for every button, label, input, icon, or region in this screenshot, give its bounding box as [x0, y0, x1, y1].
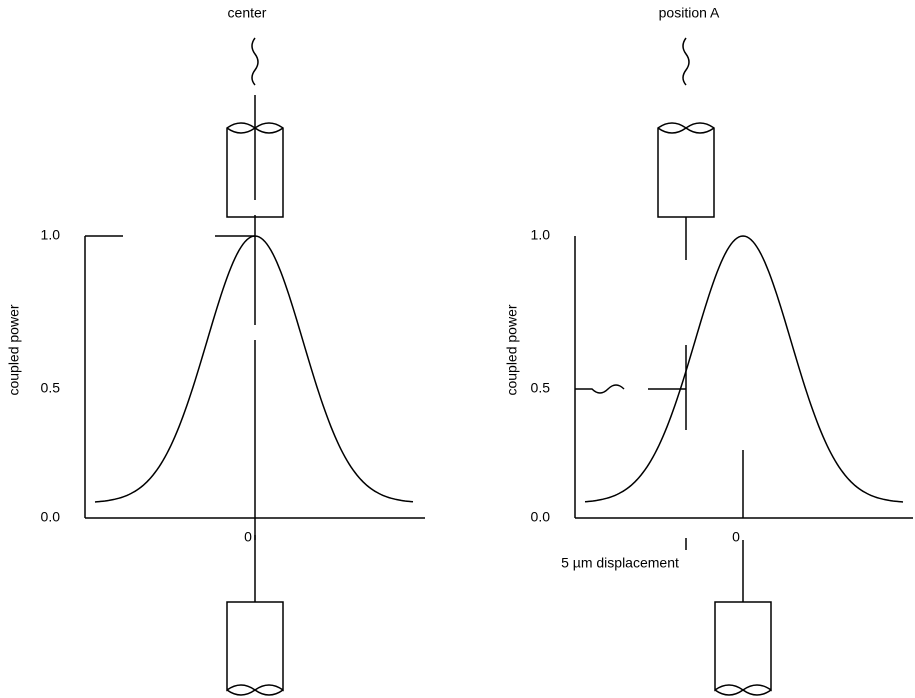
annotation: 5 µm displacement — [561, 555, 679, 571]
y-tick-label: 1.0 — [531, 227, 551, 243]
coupling-curve — [584, 235, 904, 503]
fiber-end — [657, 127, 715, 134]
fiber-end — [226, 689, 284, 696]
panel-title: position A — [659, 5, 720, 21]
fiber-wave — [682, 37, 690, 86]
upper-fiber — [657, 122, 715, 218]
y-tick-label: 1.0 — [41, 227, 61, 243]
lower-fiber — [226, 601, 284, 692]
lower-fiber — [714, 601, 772, 692]
x-tick-label: 0 — [732, 529, 740, 545]
x-tick-label: 0 — [244, 529, 252, 545]
panel-position-a: position A 1.0 0.5 0.0 0 5 µm displaceme… — [504, 5, 913, 696]
fiber-wave — [251, 37, 259, 86]
y-tick-label: 0.5 — [531, 380, 551, 396]
fiber-end — [714, 689, 772, 696]
panel-center: center 1.0 0.5 0.0 0 coupled power — [6, 5, 425, 696]
half-line — [575, 384, 686, 394]
y-tick-label: 0.0 — [41, 509, 61, 525]
coupling-curve — [94, 235, 414, 503]
y-tick-label: 0.5 — [41, 380, 61, 396]
y-axis-label: coupled power — [504, 304, 520, 395]
y-tick-label: 0.0 — [531, 509, 551, 525]
y-axis-label: coupled power — [6, 304, 22, 395]
panel-title: center — [228, 5, 267, 21]
